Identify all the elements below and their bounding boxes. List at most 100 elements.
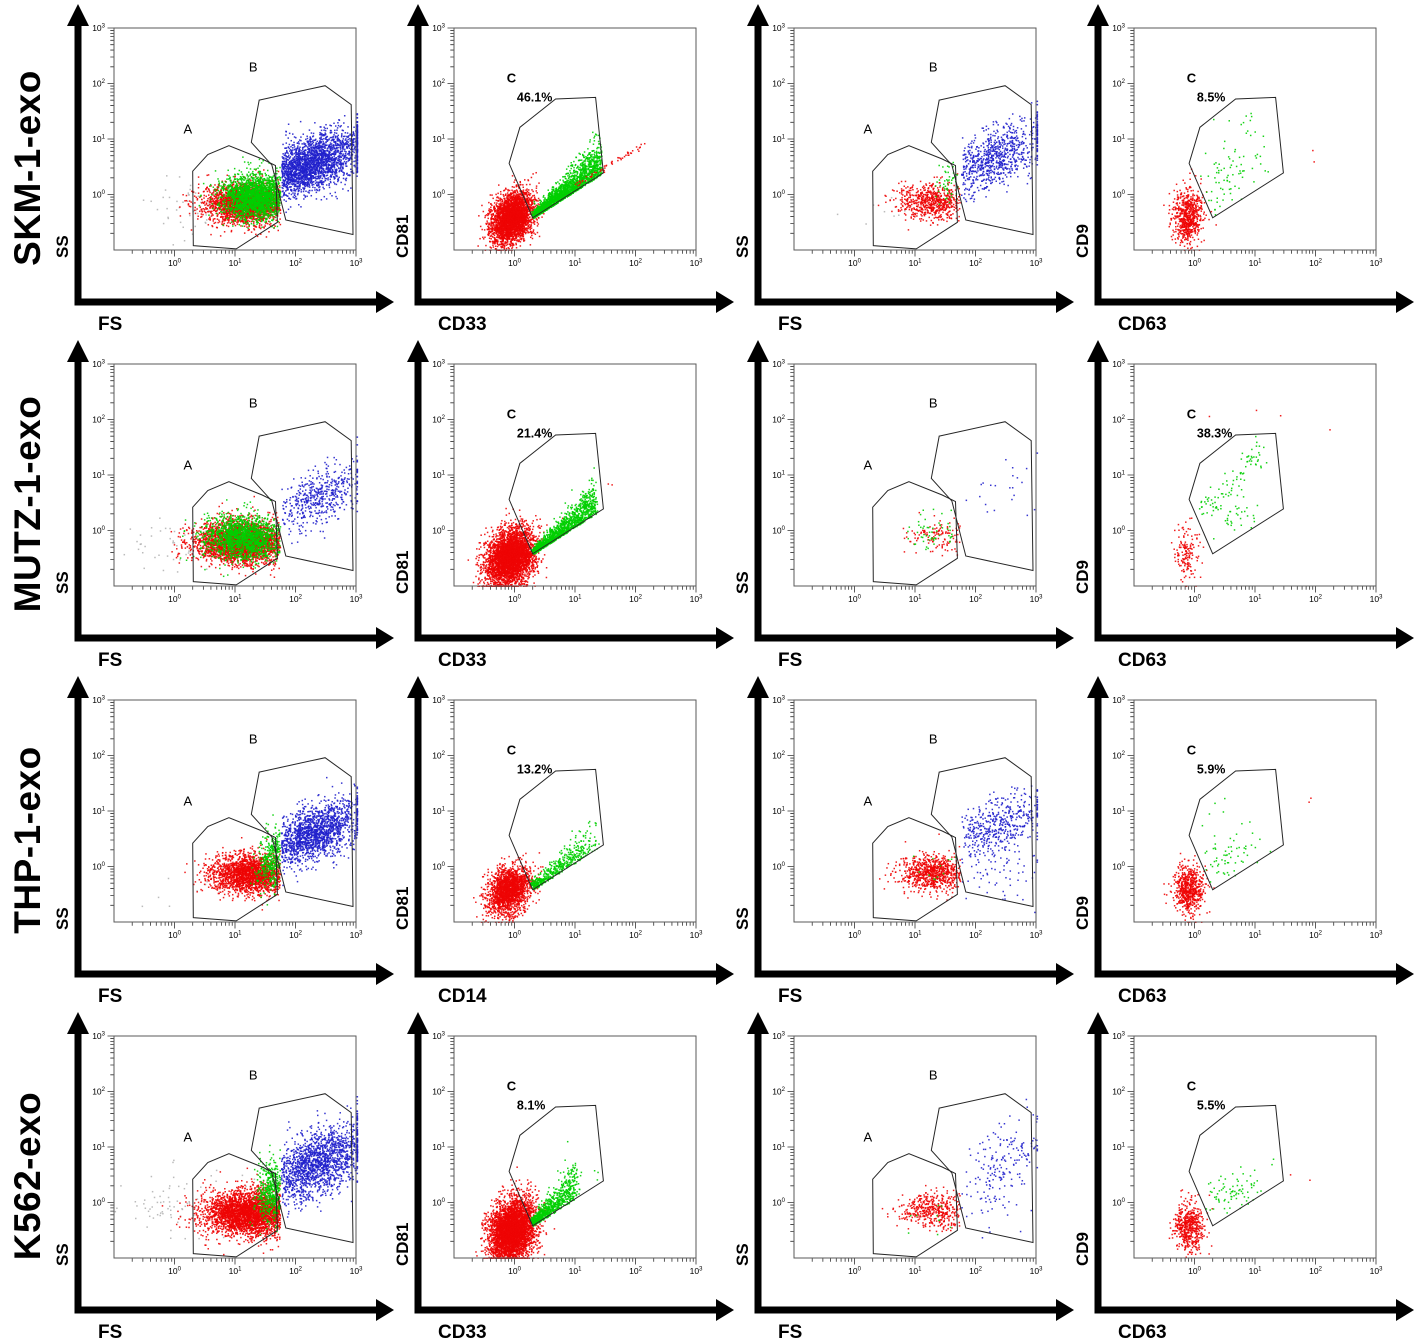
row-panels: 100 100 101 101 102 102 103 103 A B SS FS 100 100 101 1… <box>56 1008 1418 1344</box>
x-axis-ticks <box>131 922 357 929</box>
gate-a-label: A <box>183 457 192 472</box>
x-axis-arrow <box>414 963 734 985</box>
y-tick-label: 103 <box>432 359 445 369</box>
gate-b-label: B <box>929 395 938 410</box>
x-tick-label: 101 <box>569 930 582 940</box>
y-tick-label: 101 <box>1112 806 1125 816</box>
y-tick-label: 100 <box>772 190 785 200</box>
gate-a-outline <box>872 481 958 586</box>
x-tick-label: 102 <box>629 258 642 268</box>
plot-area <box>793 1035 1037 1259</box>
gate-b-outline <box>930 85 1034 236</box>
plot-area <box>113 699 357 923</box>
x-axis-ticks <box>811 250 1037 257</box>
x-axis-ticks <box>1151 250 1377 257</box>
y-tick-label: 101 <box>92 806 105 816</box>
y-tick-label: 101 <box>92 134 105 144</box>
x-tick-label: 102 <box>969 258 982 268</box>
row-title: THP-1-exo <box>7 746 48 934</box>
x-axis-ticks <box>811 922 1037 929</box>
gate-c-outline <box>508 768 604 891</box>
x-axis-arrow <box>74 627 394 649</box>
y-tick-label: 102 <box>1112 1087 1125 1097</box>
x-tick-label: 100 <box>1188 258 1201 268</box>
x-axis-label: FS <box>778 314 802 335</box>
gate-b-outline <box>250 421 354 572</box>
x-axis-arrow <box>74 963 394 985</box>
gate-c-outline <box>1188 96 1284 219</box>
y-tick-label: 103 <box>772 695 785 705</box>
x-tick-label: 103 <box>690 1266 703 1276</box>
y-tick-label: 103 <box>772 23 785 33</box>
y-tick-label: 100 <box>1112 190 1125 200</box>
x-tick-label: 100 <box>508 258 521 268</box>
fc-panel: 100 100 101 101 102 102 103 103 A B SS FS <box>56 672 396 1008</box>
y-axis-label: CD9 <box>1076 560 1092 594</box>
x-axis-label: FS <box>778 1322 802 1343</box>
y-axis-arrow <box>67 4 89 305</box>
y-axis-arrow <box>407 4 429 305</box>
plot-overlay: 100 100 101 101 102 102 103 103 A B SS FS <box>56 340 394 671</box>
gate-c-label: C <box>1187 742 1197 757</box>
x-axis-label: CD63 <box>1118 986 1167 1007</box>
x-tick-label: 101 <box>909 258 922 268</box>
y-axis-label: SS <box>736 235 752 258</box>
x-axis-arrow <box>414 291 734 313</box>
y-tick-label: 103 <box>772 1031 785 1041</box>
y-tick-label: 100 <box>432 862 445 872</box>
y-tick-label: 100 <box>92 190 105 200</box>
y-axis-label: CD9 <box>1076 1232 1092 1266</box>
gate-a-label: A <box>863 1129 872 1144</box>
x-tick-label: 100 <box>168 1266 181 1276</box>
x-tick-label: 101 <box>229 930 242 940</box>
fc-panel: 100 100 101 101 102 102 103 103 C 21.4% CD81 CD33 <box>396 336 736 672</box>
x-axis-arrow <box>414 1299 734 1321</box>
gate-percentage: 46.1% <box>517 90 552 104</box>
fc-panel: 100 100 101 101 102 102 103 103 A B SS FS <box>736 1008 1076 1344</box>
plot-area <box>453 27 697 251</box>
y-tick-label: 102 <box>92 79 105 89</box>
row-title: K562-exo <box>7 1091 48 1261</box>
x-tick-label: 103 <box>690 258 703 268</box>
y-tick-label: 103 <box>1112 1031 1125 1041</box>
x-tick-label: 101 <box>569 1266 582 1276</box>
x-tick-label: 102 <box>289 930 302 940</box>
row-panels: 100 100 101 101 102 102 103 103 A B SS FS 100 100 101 1… <box>56 672 1418 1008</box>
x-tick-label: 100 <box>508 1266 521 1276</box>
y-tick-label: 103 <box>92 695 105 705</box>
gate-b-outline <box>930 757 1034 908</box>
gate-b-label: B <box>929 59 938 74</box>
gate-percentage: 8.5% <box>1197 90 1226 104</box>
x-tick-label: 100 <box>1188 930 1201 940</box>
gate-c-label: C <box>1187 70 1197 85</box>
gate-a-outline <box>192 1153 278 1258</box>
figure-row-mutz1: MUTZ-1-exo 100 100 101 101 102 102 103 103 A B SS F… <box>0 336 1418 672</box>
gate-a-outline <box>872 145 958 250</box>
figure-row-thp1: THP-1-exo 100 100 101 101 102 102 103 103 A B SS FS… <box>0 672 1418 1008</box>
y-tick-label: 103 <box>92 23 105 33</box>
plot-area <box>793 27 1037 251</box>
x-tick-label: 102 <box>969 1266 982 1276</box>
gate-b-outline <box>250 757 354 908</box>
y-axis-label: SS <box>736 571 752 594</box>
y-tick-label: 102 <box>432 79 445 89</box>
y-tick-label: 103 <box>432 23 445 33</box>
x-tick-label: 102 <box>629 594 642 604</box>
plot-overlay: 100 100 101 101 102 102 103 103 A B SS FS <box>736 4 1074 335</box>
gate-c-label: C <box>507 1078 517 1093</box>
x-tick-label: 102 <box>629 930 642 940</box>
y-tick-label: 102 <box>1112 79 1125 89</box>
fc-panel: 100 100 101 101 102 102 103 103 C 46.1% CD81 CD33 <box>396 0 736 336</box>
y-axis-ticks <box>787 699 794 906</box>
x-axis-arrow <box>1094 963 1414 985</box>
x-tick-label: 103 <box>1370 258 1383 268</box>
x-axis-label: CD33 <box>438 650 487 671</box>
gate-b-label: B <box>249 59 258 74</box>
plot-overlay: 100 100 101 101 102 102 103 103 C8.1% CD81 CD33 <box>396 1012 734 1343</box>
x-axis-arrow <box>1094 291 1414 313</box>
x-axis-arrow <box>754 1299 1074 1321</box>
fc-panel: 100 100 101 101 102 102 103 103 C 5.5% CD9 CD63 <box>1076 1008 1416 1344</box>
x-axis-label: FS <box>98 986 122 1007</box>
x-axis-ticks <box>471 922 697 929</box>
